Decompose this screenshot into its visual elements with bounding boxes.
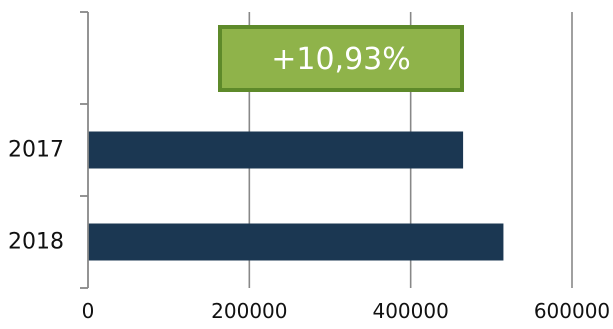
category-label-2018: 2018 xyxy=(8,230,64,255)
growth-callout-box xyxy=(218,25,464,92)
category-labels: 2017 2018 xyxy=(8,138,64,255)
bar-2018 xyxy=(88,223,504,261)
bars xyxy=(88,131,504,261)
growth-callout-label: +10,93% xyxy=(271,42,411,77)
x-tick-label-600000: 600000 xyxy=(534,299,610,323)
category-label-2017: 2017 xyxy=(8,138,64,163)
bar-2017 xyxy=(88,131,464,169)
y-axis xyxy=(80,11,89,289)
x-tick-label-400000: 400000 xyxy=(372,299,448,323)
x-tick-label-0: 0 xyxy=(82,299,95,323)
growth-callout: +10,93% xyxy=(218,25,464,92)
x-tick-label-200000: 200000 xyxy=(211,299,287,323)
x-axis-tick-labels: 0 200000 400000 600000 xyxy=(82,299,611,323)
